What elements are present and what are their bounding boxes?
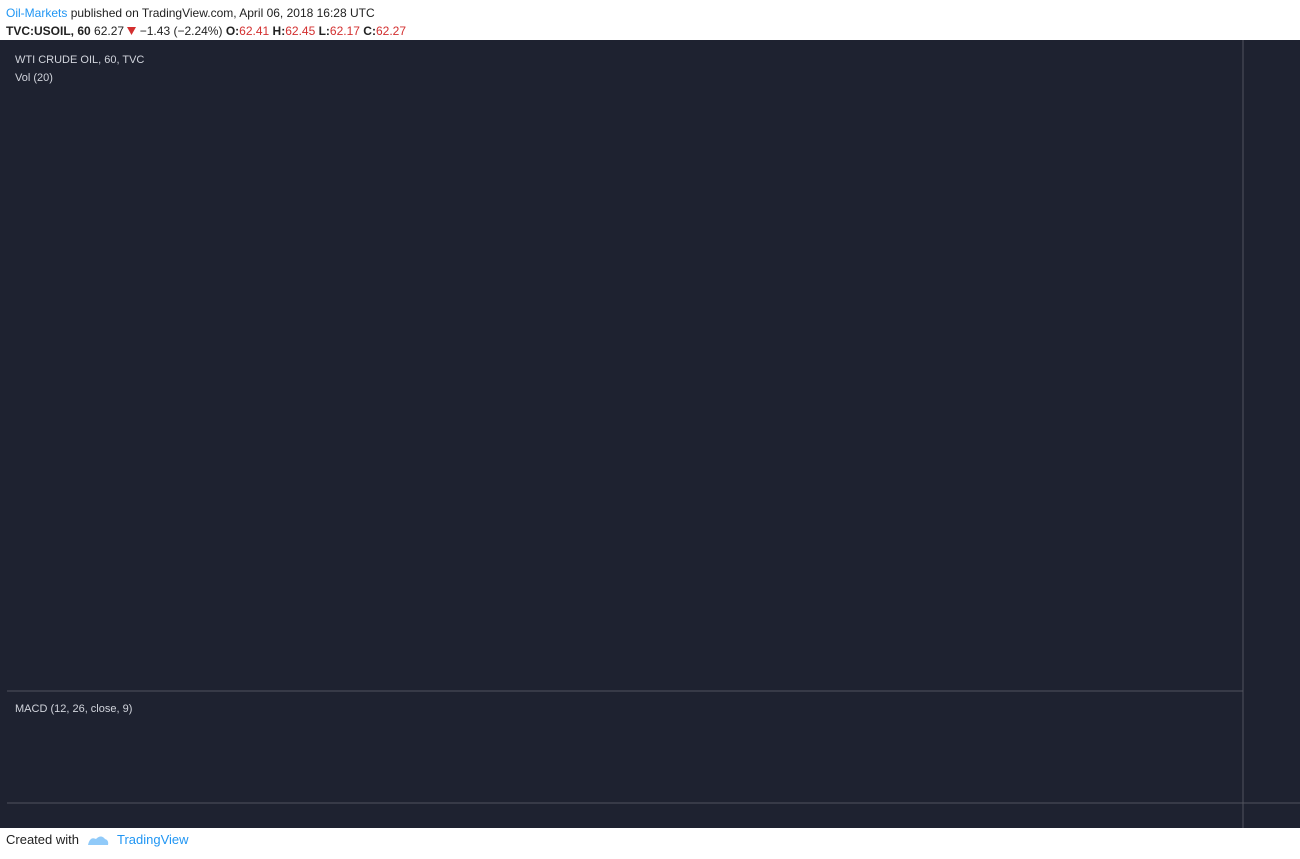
volume-legend: Vol (20) <box>15 72 53 84</box>
change: −1.43 (−2.24%) <box>139 24 223 38</box>
ohlc-value: 62.17 <box>329 24 360 38</box>
tv-logo <box>87 836 109 845</box>
ohlc-value: 62.27 <box>375 24 406 38</box>
ohlc-value: 62.45 <box>285 24 316 38</box>
ohlc-value: 62.41 <box>239 24 270 38</box>
ohlc-label: O: <box>225 24 240 38</box>
publish-line: Oil-Markets published on TradingView.com… <box>6 4 406 22</box>
chart-title: WTI CRUDE OIL, 60, TVC <box>15 54 144 66</box>
ohlc-label: C: <box>363 24 376 38</box>
footer: Created with TradingView <box>6 832 189 847</box>
tradingview-link[interactable]: TradingView <box>116 832 189 847</box>
header: Oil-Markets published on TradingView.com… <box>6 4 406 40</box>
published: published on TradingView.com, April 06, … <box>70 6 375 20</box>
chart: WTI CRUDE OIL, 60, TVC Vol (20) MACD (12… <box>0 40 1300 828</box>
last: 62.27 <box>94 24 125 38</box>
symbol: TVC:USOIL, 60 <box>6 24 91 38</box>
down-arrow <box>127 27 137 35</box>
created-with: Created with <box>6 832 79 847</box>
ohlc-label: H: <box>272 24 286 38</box>
ohlc-label: L: <box>318 24 330 38</box>
macd-legend: MACD (12, 26, close, 9) <box>15 703 132 715</box>
background <box>0 40 1300 828</box>
author[interactable]: Oil-Markets <box>6 6 68 20</box>
symbol-line: TVC:USOIL, 60 62.27 −1.43 (−2.24%) O:62.… <box>6 22 406 40</box>
